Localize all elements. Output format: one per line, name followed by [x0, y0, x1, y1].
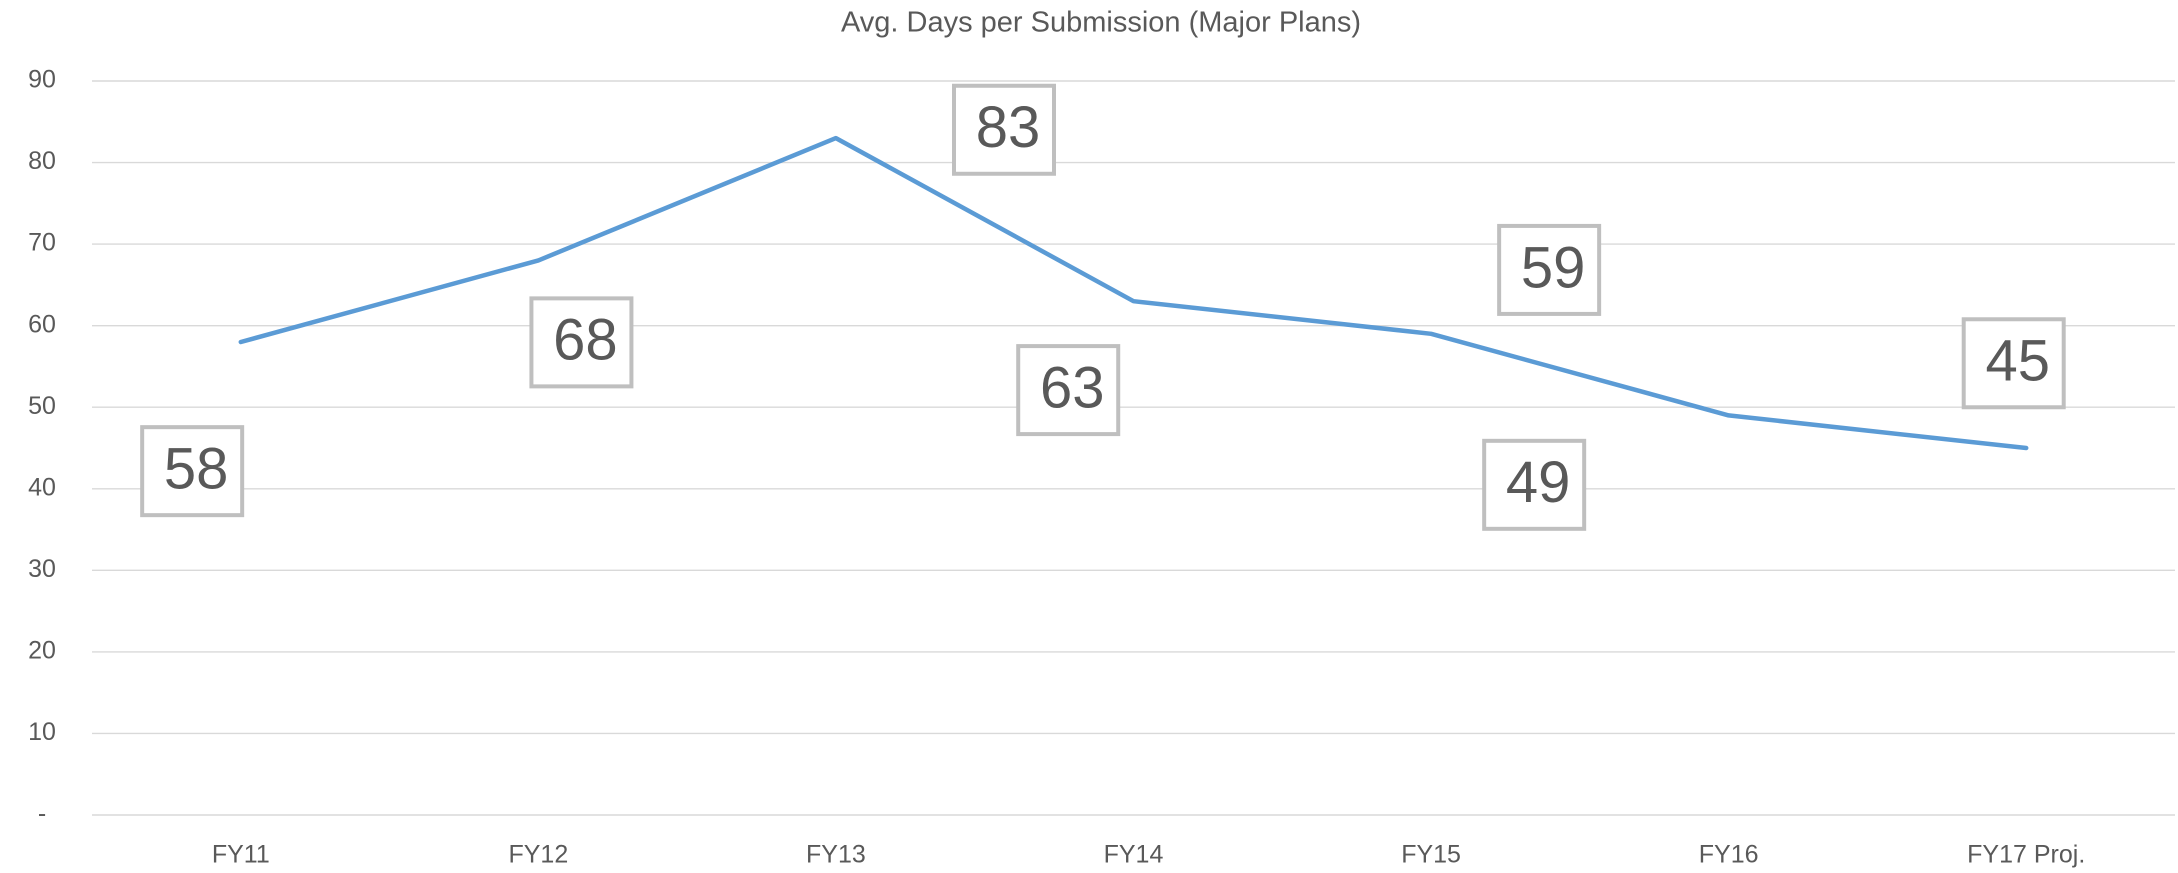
- y-tick-label: 80: [28, 147, 56, 175]
- x-tick-label: FY14: [1104, 841, 1164, 869]
- data-label-box: [529, 296, 634, 389]
- y-tick-label: 50: [28, 392, 56, 420]
- x-tick-label: FY15: [1401, 841, 1461, 869]
- x-tick-label: FY17 Proj.: [1967, 841, 2085, 869]
- y-tick-label: 40: [28, 473, 56, 501]
- y-tick-label: 30: [28, 555, 56, 583]
- data-label-box: [1961, 317, 2066, 410]
- line-series: [238, 135, 2029, 451]
- data-label: 58: [164, 436, 229, 501]
- x-tick-label: FY11: [212, 841, 270, 869]
- data-label: 63: [1040, 355, 1105, 420]
- data-label-box: [1482, 438, 1587, 531]
- data-label-box: [140, 425, 245, 518]
- x-tick-label: FY13: [806, 841, 866, 869]
- y-tick-label: 60: [28, 310, 56, 338]
- x-tick-label: FY12: [508, 841, 568, 869]
- data-label-box: [1497, 223, 1602, 316]
- data-label-box: [1016, 344, 1121, 437]
- y-tick-label: 70: [28, 229, 56, 257]
- y-tick-label: -: [38, 800, 46, 828]
- data-label: 45: [1985, 329, 2050, 394]
- y-tick-label: 10: [28, 718, 56, 746]
- y-tick-label: 20: [28, 636, 56, 664]
- data-label: 83: [976, 95, 1041, 160]
- data-label: 49: [1506, 450, 1571, 515]
- y-tick-label: 90: [28, 66, 56, 94]
- chart-title: Avg. Days per Submission (Major Plans): [841, 7, 1361, 39]
- data-label: 59: [1521, 235, 1586, 300]
- data-label: 68: [553, 308, 618, 373]
- x-tick-label: FY16: [1699, 841, 1759, 869]
- data-label-box: [951, 83, 1056, 176]
